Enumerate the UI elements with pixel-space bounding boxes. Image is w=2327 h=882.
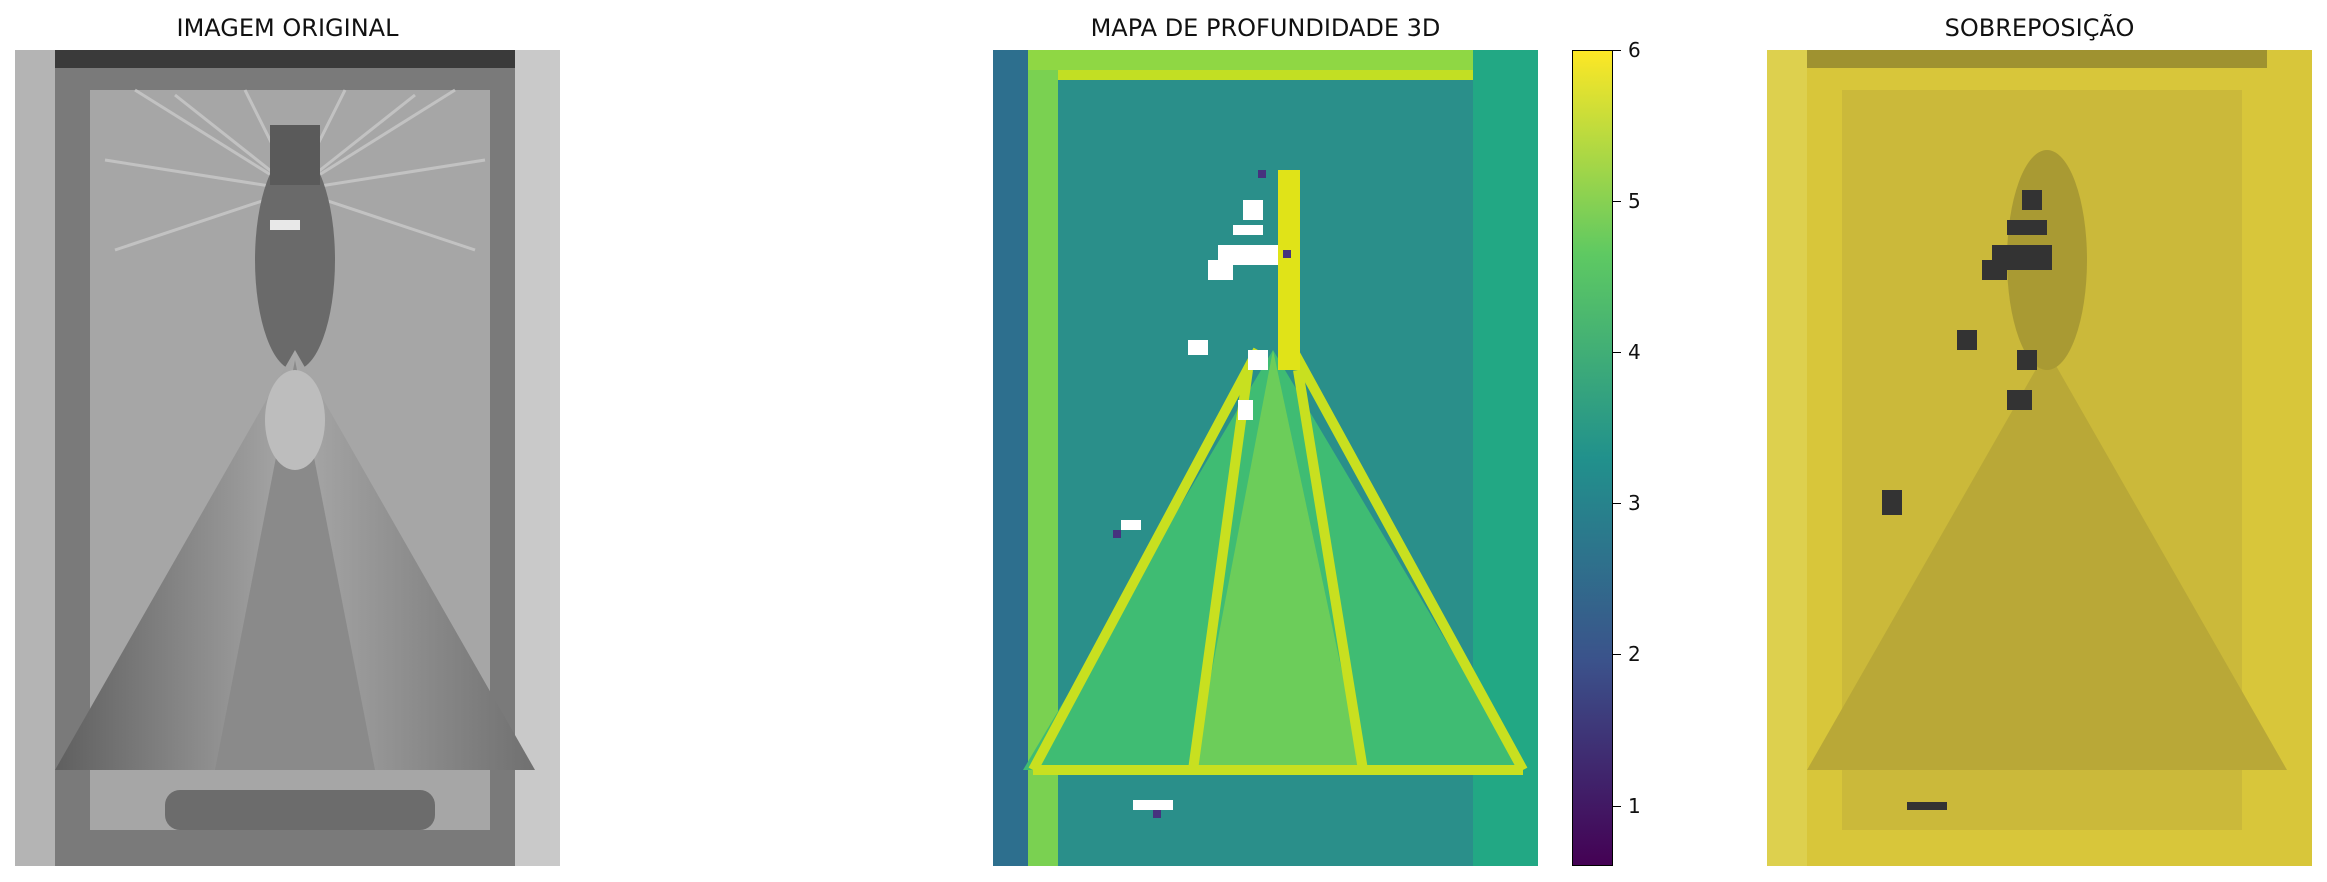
colorbar-tick: [1613, 503, 1621, 505]
colorbar-tick: [1613, 805, 1621, 807]
depth-colorbar: [1572, 50, 1613, 866]
original-image-title: IMAGEM ORIGINAL: [176, 14, 399, 42]
colorbar-tick: [1613, 201, 1621, 203]
colorbar-tick: [1613, 352, 1621, 354]
original-image: [15, 50, 560, 866]
colorbar-tick-label: 4: [1628, 340, 1641, 365]
colorbar-tick-label: 3: [1628, 491, 1641, 516]
colorbar-tick-label: 1: [1628, 793, 1641, 818]
depth-map-title: MAPA DE PROFUNDIDADE 3D: [1090, 14, 1441, 42]
colorbar-tick-label: 2: [1628, 642, 1641, 667]
colorbar-tick-label: 6: [1628, 38, 1641, 62]
overlay-title: SOBREPOSIÇÃO: [1944, 14, 2135, 42]
overlay-image: [1767, 50, 2312, 866]
depth-map: [993, 50, 1538, 866]
colorbar-tick-label: 5: [1628, 189, 1641, 214]
colorbar-tick: [1613, 50, 1621, 51]
colorbar-tick: [1613, 654, 1621, 656]
